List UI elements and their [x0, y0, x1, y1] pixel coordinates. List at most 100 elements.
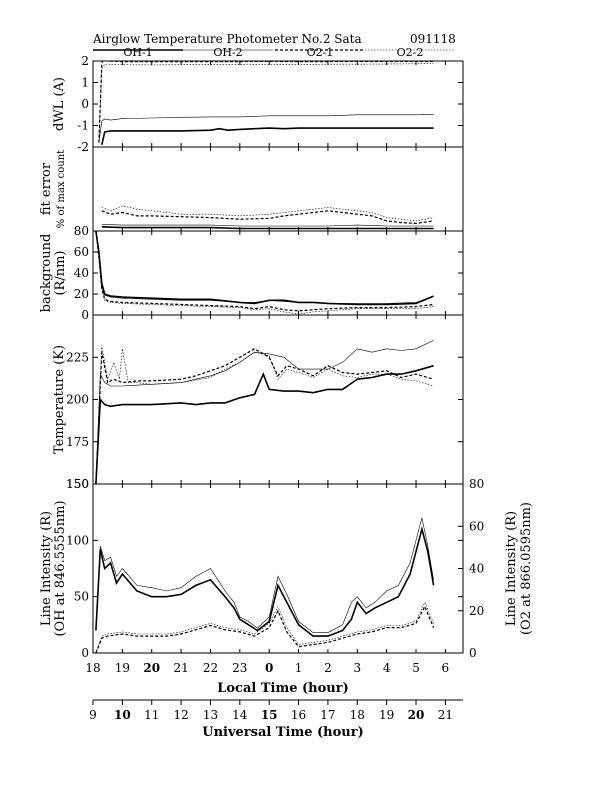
y-tick-label: 150: [66, 477, 89, 491]
y-tick-label: 200: [66, 393, 89, 407]
x-tick-label-utc: 20: [408, 708, 425, 722]
x-tick-label-local: 6: [442, 661, 450, 675]
y-tick-label-right: 40: [469, 562, 484, 576]
x-tick-label-local: 22: [203, 661, 218, 675]
x-tick-label-utc: 16: [291, 708, 306, 722]
x-tick-label-utc: 19: [379, 708, 394, 722]
series-fit_error-o2-2: [101, 205, 434, 222]
y-axis-label2-fit_error: % of max count: [56, 150, 67, 228]
series-line_intensity-oh-1: [95, 525, 435, 637]
y-tick-label: 0: [81, 97, 89, 111]
panel-background: 80 60 40 20 0 background (R/nm): [39, 224, 464, 322]
series-temperature-oh-2: [95, 340, 434, 484]
x-tick-label-local: 2: [324, 661, 332, 675]
series-fit_error-oh-2: [101, 224, 434, 227]
y-tick-label: 50: [74, 590, 89, 604]
x-tick-label-utc: 10: [114, 708, 131, 722]
x-tick-label-local: 4: [383, 661, 391, 675]
y-axis-label-right: Line Intensity (R): [504, 511, 519, 626]
x-axis-local: 18 19 20 21 22 23 0 1 2 3 4 5 6: [85, 661, 449, 675]
date-code: 091118: [410, 32, 456, 46]
x-axis-label-utc: Universal Time (hour): [202, 725, 364, 740]
x-tick-label-utc: 9: [89, 708, 97, 722]
series-line_intensity-o2-2: [95, 601, 434, 653]
legend: OH-1 OH-2 O2-1 O2-2: [93, 46, 455, 59]
y-tick-label: 1: [81, 76, 89, 90]
panel-frame-dwl: [92, 60, 464, 148]
x-tick-label-utc: 18: [350, 708, 365, 722]
y-axis-label-right2: (O2 at 866.0595nm): [519, 502, 534, 635]
series-fit_error-o2-1: [101, 210, 434, 225]
x-tick-label-utc: 17: [320, 708, 335, 722]
series-temperature-oh-1: [95, 364, 434, 484]
series-temperature-o2-1: [95, 348, 434, 484]
series-line_intensity-o2-1: [95, 605, 435, 653]
series-background-oh-2: [95, 231, 434, 304]
y-tick-label-right: 0: [469, 646, 477, 660]
y-axis-label2-background: (R/nm): [53, 250, 68, 295]
x-tick-label-utc: 12: [173, 708, 188, 722]
y-tick-label: 100: [66, 533, 89, 547]
legend-label-oh-2: OH-2: [213, 46, 242, 59]
x-axis-label-local: Local Time (hour): [217, 681, 349, 696]
series-line_intensity-oh-2: [95, 517, 434, 634]
y-tick-label: 150: [66, 477, 89, 491]
y-tick-label: 0: [81, 646, 89, 660]
y-tick-label: 20: [74, 287, 89, 301]
series-background-o2-1: [95, 231, 434, 312]
series-dwl-oh-1: [101, 127, 434, 145]
x-tick-label-local: 23: [232, 661, 247, 675]
x-tick-label-utc: 14: [232, 708, 248, 722]
y-tick-label: 2: [81, 54, 89, 68]
y-axis-label-dwl: dWL (A): [52, 77, 67, 131]
x-axis-utc: 9 10 11 12 13 14 15 16 17 18 19 20 21: [89, 699, 463, 722]
legend-label-o2-2: O2-2: [397, 46, 424, 59]
x-tick-label-local: 21: [173, 661, 188, 675]
panel-fit_error: fit error% of max count: [39, 146, 464, 232]
x-tick-label-utc: 15: [261, 708, 278, 722]
panel-dwl: 2 1 0 -1 -2 dWL (A): [52, 54, 464, 154]
y-tick-label-right: 60: [469, 519, 484, 533]
x-tick-label-local: 3: [353, 661, 361, 675]
x-tick-label-local: 1: [295, 661, 303, 675]
chart-title: Airglow Temperature Photometer No.2 Sata: [92, 32, 362, 46]
x-tick-label-utc: 13: [203, 708, 218, 722]
panel-temperature: 225 200 175 150 Temperature (K): [52, 314, 464, 491]
legend-label-o2-1: O2-1: [307, 46, 334, 59]
plot-panels: 2 1 0 -1 -2 dWL (A) fit error% of max count 80 6…: [39, 54, 534, 660]
y-axis-label-line_intensity: Line Intensity (R): [39, 511, 54, 626]
x-tick-label-utc: 21: [438, 708, 453, 722]
y-tick-label: 60: [74, 245, 89, 259]
y-axis-label-fit_error: fit error: [39, 162, 54, 215]
series-dwl-o2-1: [98, 61, 434, 143]
y-tick-label: 225: [66, 350, 89, 364]
x-tick-label-local: 19: [115, 661, 130, 675]
y-tick-label-right: 20: [469, 604, 484, 618]
panel-frame-fit_error: [92, 146, 464, 232]
x-tick-label-utc: 11: [144, 708, 159, 722]
y-tick-label: 0: [81, 308, 89, 322]
x-tick-label-local: 20: [143, 661, 160, 675]
y-tick-label: 175: [66, 435, 89, 449]
y-axis-label-background: background: [39, 234, 54, 313]
y-tick-label: -1: [77, 119, 89, 133]
x-tick-label-local: 18: [85, 661, 100, 675]
y-tick-label-right: 80: [469, 477, 484, 491]
series-temperature-o2-2: [95, 345, 434, 484]
series-fit_error-oh-1: [101, 226, 434, 230]
x-tick-label-local: 0: [265, 661, 273, 675]
y-axis-label-temperature: Temperature (K): [52, 345, 67, 454]
series-background-oh-1: [95, 231, 434, 306]
x-tick-label-local: 5: [412, 661, 420, 675]
y-axis-label2-line_intensity: (OH at 846.5555nm): [53, 500, 68, 636]
y-tick-label: -2: [77, 140, 89, 154]
panel-frame-temperature: [92, 314, 464, 485]
series-dwl-oh-2: [98, 114, 434, 143]
series-dwl-o2-2: [98, 63, 434, 141]
legend-label-oh-1: OH-1: [123, 46, 152, 59]
y-tick-label: 40: [74, 266, 89, 280]
series-background-o2-2: [95, 231, 434, 315]
